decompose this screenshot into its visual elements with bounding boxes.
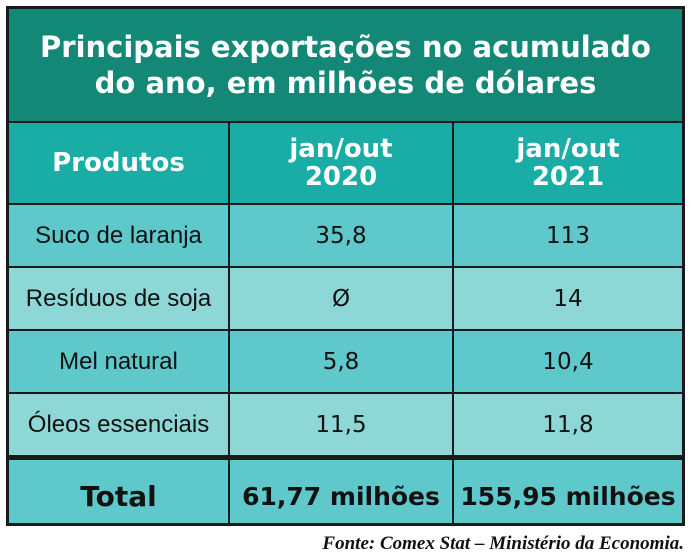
table-row: Resíduos de soja Ø 14 — [9, 266, 682, 331]
total-label: Total — [9, 455, 230, 523]
product-name: Mel natural — [9, 329, 230, 394]
header-2021-period: jan/out — [516, 134, 620, 164]
value-2020: 35,8 — [228, 203, 454, 268]
product-name: Óleos essenciais — [9, 392, 230, 459]
exports-table: Produtos jan/out 2020 jan/out 2021 Suco … — [9, 123, 682, 523]
header-2020-year: 2020 — [304, 162, 378, 192]
total-2020: 61,77 milhões — [228, 455, 454, 523]
table-row: Mel natural 5,8 10,4 — [9, 329, 682, 394]
value-2020: 5,8 — [228, 329, 454, 394]
title-line-1: Principais exportações no acumulado — [40, 30, 651, 64]
source-citation: Fonte: Comex Stat – Ministério da Econom… — [322, 533, 684, 554]
header-2021: jan/out 2021 — [452, 123, 682, 205]
value-2021: 11,8 — [452, 392, 682, 459]
value-2021: 10,4 — [452, 329, 682, 394]
header-2020-period: jan/out — [289, 134, 393, 164]
value-2021: 14 — [452, 266, 682, 331]
header-2021-year: 2021 — [531, 162, 605, 192]
total-row: Total 61,77 milhões 155,95 milhões — [9, 455, 682, 523]
header-row: Produtos jan/out 2020 jan/out 2021 — [9, 123, 682, 205]
title-line-2: do ano, em milhões de dólares — [94, 66, 597, 100]
header-products-label: Produtos — [52, 148, 185, 178]
header-2020: jan/out 2020 — [228, 123, 454, 205]
value-2020: 11,5 — [228, 392, 454, 459]
product-name: Resíduos de soja — [9, 266, 230, 331]
header-products: Produtos — [9, 123, 230, 205]
product-name: Suco de laranja — [9, 203, 230, 268]
table-row: Óleos essenciais 11,5 11,8 — [9, 392, 682, 459]
table-row: Suco de laranja 35,8 113 — [9, 203, 682, 268]
value-2020: Ø — [228, 266, 454, 331]
value-2021: 113 — [452, 203, 682, 268]
export-table-card: Principais exportações no acumulado do a… — [6, 6, 685, 526]
table-title: Principais exportações no acumulado do a… — [9, 9, 682, 123]
total-2021: 155,95 milhões — [452, 455, 682, 523]
